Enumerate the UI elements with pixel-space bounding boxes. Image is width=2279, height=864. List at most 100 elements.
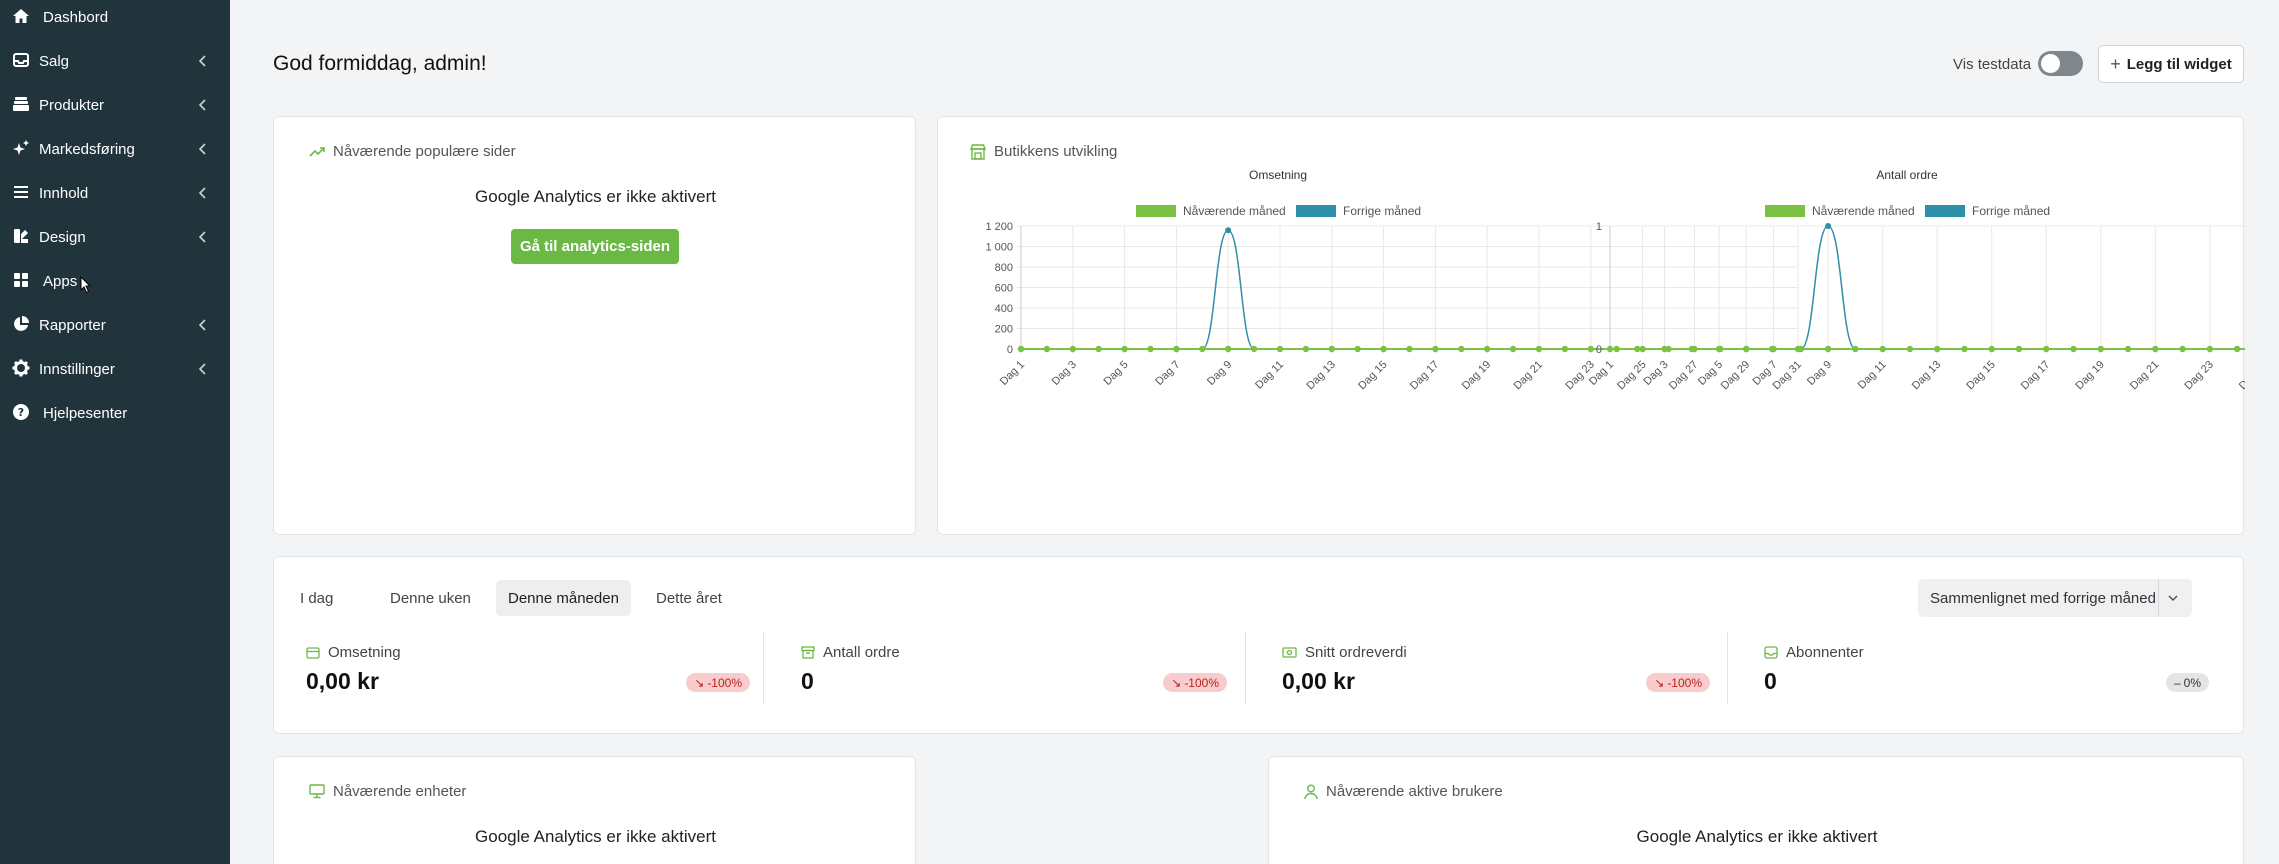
popular-pages-card: Nåværende populære sider Google Analytic…: [273, 116, 916, 535]
comparison-select[interactable]: Sammenlignet med forrige måned: [1918, 579, 2192, 617]
menu-icon: [12, 183, 30, 201]
test-data-toggle[interactable]: [2038, 51, 2083, 76]
x-tick-label: Dag 1: [998, 359, 1027, 388]
change-value: -100%: [1184, 675, 1219, 690]
change-badge: ↘ -100%: [1646, 673, 1710, 692]
data-point-current: [2043, 345, 2050, 353]
x-tick-label: Dag 11: [1856, 359, 1889, 392]
x-tick-label: Dag 7: [1153, 359, 1182, 388]
x-tick-label: Dag 5: [1101, 359, 1130, 388]
divider: [1727, 632, 1728, 704]
analytics-disabled-message: Google Analytics er ikke aktivert: [475, 187, 716, 206]
sidebar-item-label: Dashbord: [43, 9, 109, 26]
card-title: Butikkens utvikling: [970, 143, 1117, 160]
trend-down-icon: ↘: [694, 675, 705, 690]
sidebar-item-settings[interactable]: Innstillinger: [0, 348, 230, 392]
divider: [2158, 579, 2159, 617]
grid-icon: [12, 271, 30, 289]
data-point-current: [1743, 345, 1750, 353]
trend-flat-icon: –: [2173, 675, 2181, 690]
sidebar-item-reports[interactable]: Rapporter: [0, 304, 230, 348]
tab-this-week[interactable]: Denne uken: [390, 589, 471, 607]
sidebar-item-label: Apps: [43, 273, 78, 290]
x-tick-label: Dag 15: [1964, 359, 1998, 393]
data-point-current: [1587, 345, 1594, 353]
chevron-left-icon: [198, 319, 206, 331]
sidebar-item-label: Hjelpesenter: [43, 405, 128, 422]
data-point-current: [1121, 345, 1128, 353]
legend-label-previous: Forrige måned: [1343, 204, 1421, 218]
legend-label-previous: Forrige måned: [1972, 204, 2050, 218]
change-badge: ↘ -100%: [686, 673, 750, 692]
change-badge: ↘ -100%: [1163, 673, 1227, 692]
data-point-current: [1380, 345, 1387, 353]
sidebar-item-design[interactable]: Design: [0, 216, 230, 260]
tab-this-month[interactable]: Denne måneden: [496, 580, 631, 616]
data-point-previous: [1225, 227, 1232, 234]
sidebar-item-sales[interactable]: Salg: [0, 40, 230, 84]
sidebar-item-apps[interactable]: Apps: [0, 260, 230, 304]
sidebar-item-help[interactable]: ? Hjelpesenter: [0, 392, 230, 436]
divider: [1245, 632, 1246, 704]
mouse-cursor-icon: [80, 276, 92, 294]
change-value: -100%: [1667, 675, 1702, 690]
chevron-down-icon: [2168, 595, 2178, 602]
x-tick-label: Dag 17: [1408, 359, 1442, 393]
change-badge: –0%: [2165, 673, 2209, 692]
divider: [763, 632, 764, 704]
x-tick-label: Dag 19: [1460, 359, 1494, 393]
y-tick-label: 1: [1596, 221, 1602, 233]
credit-card-icon: [306, 646, 320, 659]
y-tick-label: 0: [1007, 344, 1013, 356]
add-widget-button[interactable]: + Legg til widget: [2098, 45, 2244, 83]
analytics-disabled-message: Google Analytics er ikke aktivert: [1636, 827, 1878, 846]
x-tick-label: Dag 3: [1050, 359, 1079, 388]
change-value: -100%: [707, 675, 742, 690]
data-point-current: [2097, 345, 2104, 353]
sidebar-item-products[interactable]: Produkter: [0, 84, 230, 128]
gear-icon: [12, 359, 30, 377]
stat-revenue: Omsetning 0,00 kr ↘ -100%: [306, 640, 750, 710]
data-point-current: [1606, 345, 1614, 353]
data-point-current: [1199, 345, 1206, 353]
go-to-analytics-button[interactable]: Gå til analytics-siden: [511, 229, 679, 264]
y-tick-label: 0: [1596, 344, 1602, 356]
legend-swatch-previous: [1925, 205, 1965, 217]
data-point-current: [2070, 345, 2077, 353]
data-point-current: [2179, 345, 2186, 353]
page-title: God formiddag, admin!: [273, 52, 487, 75]
y-tick-label: 1 000: [985, 242, 1013, 254]
data-point-current: [1906, 345, 1914, 353]
stat-value: 0: [801, 668, 814, 694]
data-point-current: [1017, 345, 1025, 353]
data-point-current: [1458, 345, 1465, 353]
sidebar-item-content[interactable]: Innhold: [0, 172, 230, 216]
tab-today[interactable]: I dag: [300, 589, 334, 607]
stat-value: 0: [1764, 668, 1777, 694]
data-point-current: [1328, 345, 1335, 353]
data-point-current: [1535, 345, 1543, 353]
test-data-label: Vis testdata: [1953, 56, 2032, 73]
sidebar-item-marketing[interactable]: Markedsføring: [0, 128, 230, 172]
x-tick-label: Dag 19: [2073, 359, 2107, 393]
stat-label-text: Abonnenter: [1786, 644, 1864, 661]
x-tick-label: Dag 25: [1615, 359, 1649, 393]
data-point-current: [1988, 345, 1995, 353]
x-tick-label: Dag 21: [2128, 359, 2162, 393]
stat-orders: Antall ordre 0 ↘ -100%: [801, 640, 1227, 710]
data-point-previous: [1825, 223, 1832, 229]
data-point-current: [1432, 345, 1439, 353]
data-point-current: [1688, 345, 1695, 353]
sidebar-item-dashboard[interactable]: Dashbord: [0, 0, 230, 40]
data-point-current: [1797, 345, 1805, 353]
x-tick-label: Dag 23: [2182, 359, 2216, 393]
data-point-current: [1634, 345, 1641, 353]
card-title-text: Nåværende aktive brukere: [1326, 783, 1503, 800]
tab-this-year[interactable]: Dette året: [656, 589, 722, 607]
data-point-current: [1250, 345, 1258, 353]
card-title-text: Nåværende enheter: [333, 783, 467, 800]
chart-revenue: Omsetning Nåværende måned Forrige måned 0 20…: [985, 168, 1804, 392]
data-point-current: [2124, 345, 2132, 353]
chevron-left-icon: [198, 187, 206, 199]
chart-orders: Antall ordre Nåværende måned Forrige måned…: [1587, 168, 2245, 392]
